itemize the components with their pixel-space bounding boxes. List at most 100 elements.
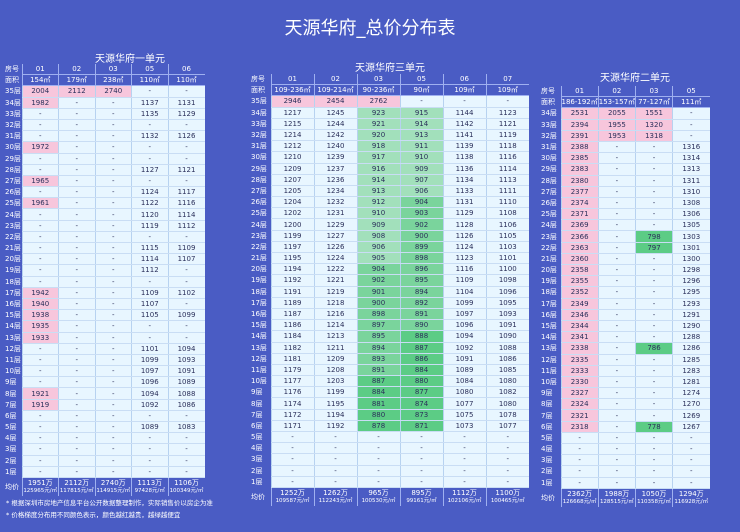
price-cell: 913 [399, 129, 443, 142]
table-row: 6层 2318-778 1267 [540, 421, 710, 433]
price-cell: - [58, 231, 95, 244]
price-cell: - [58, 242, 95, 255]
table-row: 15层 1186 1214 897 890 1096 1091 [250, 319, 529, 332]
price-cell: 1172 [270, 409, 314, 421]
price-cell: 1109 [167, 242, 205, 255]
average-price: 1988万 [604, 489, 630, 498]
price-cell: 1131 [442, 196, 486, 209]
unit-header-row-cell: 01 [21, 64, 59, 76]
floor-label: 7层 [5, 400, 17, 409]
price-cell: 1953 [597, 130, 636, 142]
price-cell: 1094 [131, 387, 168, 400]
price-cell: - [597, 175, 636, 187]
table-row: 6层 1171 1192 878 871 1073 1077 [250, 420, 529, 433]
average-cell: 2112万 117815元/㎡ [58, 477, 95, 496]
price-cell: 2363 [560, 242, 599, 254]
price-cell: 1093 [167, 354, 205, 367]
table-row: 33层 1215 1244 921 914 1142 1121 [250, 118, 529, 130]
table-row: 23层 - - -1119 1112 [4, 220, 205, 232]
price-cell: - [21, 220, 59, 232]
price-cell: - [356, 431, 400, 444]
price-cell: - [21, 264, 59, 277]
price-cell: 1073 [442, 420, 486, 433]
table-row: 31层 2388- -1316 [540, 141, 710, 154]
price-cell: - [485, 465, 529, 477]
price-cell: 1080 [485, 375, 529, 388]
area-header-row-cell: 77-127㎡ [635, 96, 673, 109]
floor-label: 10层 [541, 377, 557, 386]
price-cell: 881 [356, 397, 400, 410]
price-cell: 1208 [313, 364, 357, 377]
price-cell: - [58, 332, 95, 344]
table-row: 24层 1200 1229 909 902 1128 1106 [250, 218, 529, 231]
price-cell: 915 [399, 107, 443, 119]
price-cell: 2358 [560, 264, 599, 277]
floor-label: 1层 [251, 477, 263, 486]
table-row: 26层 1204 1232 912 904 1131 1110 [250, 196, 529, 209]
price-cell: - [635, 175, 673, 187]
price-cell: 1232 [313, 196, 357, 209]
price-cell: - [485, 442, 529, 455]
floor-label: 13层 [5, 333, 21, 342]
floor-label: 10层 [5, 367, 21, 376]
average-row: 均价 1252万 109587元/㎡ 1262万 112243元/㎡ 965万 100530… [250, 487, 529, 506]
price-cell: 900 [399, 230, 443, 242]
table-row: 19层 1192 1221 902 895 1109 1098 [250, 274, 529, 287]
table-row: 8层 2324- -1270 [540, 398, 710, 411]
price-cell: - [131, 175, 168, 188]
floor-label: 30层 [5, 143, 21, 152]
floor-label: 31层 [541, 143, 557, 152]
average-unit-price: 100349元/㎡ [169, 487, 204, 494]
price-cell: - [58, 119, 95, 132]
price-cell: 1211 [313, 342, 357, 354]
table-row: 3层 - - - - - - [250, 453, 529, 466]
price-cell: - [167, 119, 205, 132]
floor-label: 27层 [251, 186, 267, 195]
price-cell: 1215 [270, 118, 314, 130]
price-cell: 2335 [560, 354, 599, 366]
price-cell: 1089 [442, 364, 486, 377]
price-cell: - [399, 431, 443, 444]
floor-label: 26层 [541, 198, 557, 207]
average-unit-price: 100465元/㎡ [490, 497, 525, 504]
area-header-row-cell: 154㎡ [21, 74, 59, 87]
floor-label: 31层 [5, 132, 21, 141]
price-cell: 898 [356, 308, 400, 321]
price-cell: 2338 [560, 342, 599, 355]
average-price: 2362万 [567, 489, 593, 498]
price-cell: - [58, 164, 95, 176]
floor-label: 24层 [251, 220, 267, 229]
price-cell: - [94, 141, 132, 154]
table-row: 15层 2344- -1290 [540, 320, 710, 333]
floor-label: 28层 [541, 176, 557, 185]
price-cell: 1116 [442, 263, 486, 276]
average-price: 1113万 [137, 478, 163, 487]
floor-label: 15层 [251, 321, 267, 330]
floor-label: 5层 [5, 423, 17, 432]
price-cell: - [58, 421, 95, 434]
price-cell: 884 [356, 386, 400, 399]
floor-label: 7层 [251, 410, 263, 419]
price-cell: 904 [399, 196, 443, 209]
table-row: 22层 - - - - - [4, 231, 205, 244]
table-row: 17层 1942- -1109 1102 [4, 287, 205, 299]
price-cell: - [635, 163, 673, 176]
price-cell: - [635, 152, 673, 165]
price-cell: 1184 [270, 330, 314, 343]
price-cell: - [167, 141, 205, 154]
price-cell: 880 [399, 375, 443, 388]
price-cell: 1137 [131, 97, 168, 109]
table-row: 4层 - - - - [540, 443, 710, 456]
price-cell: 914 [399, 118, 443, 130]
price-cell: - [167, 466, 205, 478]
price-cell: 1113 [485, 174, 529, 186]
table-row: 12层 2335- -1285 [540, 354, 710, 366]
price-cell: 1077 [442, 397, 486, 410]
price-cell: 2355 [560, 275, 599, 288]
footnote-source: * 根据深圳市房地产信息平台公开数据整理制作，实际销售价以房企为准 [6, 499, 213, 507]
average-price: 2112万 [64, 478, 90, 487]
table-row: 6层 - - - - - [4, 410, 205, 423]
price-cell: 886 [399, 353, 443, 365]
floor-label: 12层 [541, 355, 557, 364]
average-unit-price: 99161元/㎡ [406, 497, 437, 504]
